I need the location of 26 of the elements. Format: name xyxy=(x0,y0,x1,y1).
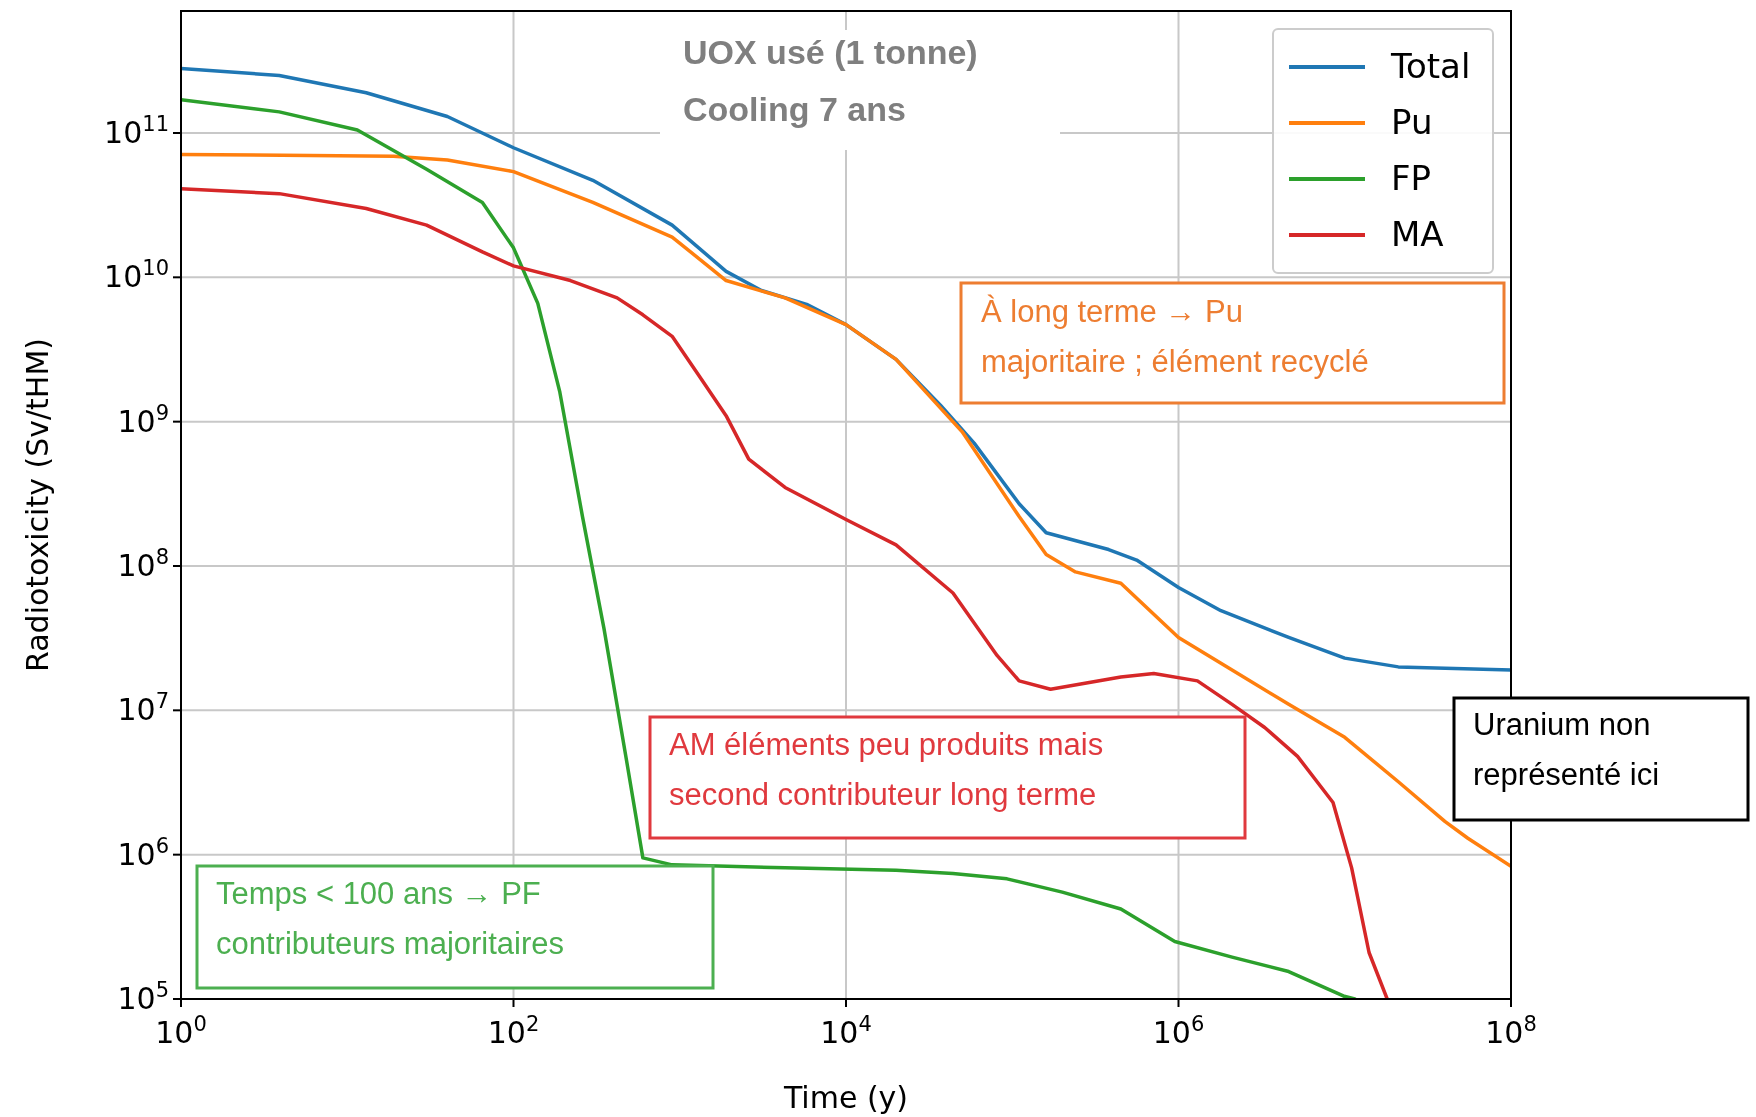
y-axis-title: Radiotoxicity (Sv/tHM) xyxy=(20,338,55,672)
legend-label: Pu xyxy=(1391,102,1433,142)
y-tick-label: 10$^{7}$ xyxy=(117,689,169,728)
y-tick-label: 10$^{9}$ xyxy=(117,400,169,439)
x-tick-label: 10$^{4}$ xyxy=(820,1012,872,1050)
y-tick-label: 10$^{10}$ xyxy=(104,256,169,295)
legend-label: FP xyxy=(1391,158,1432,198)
legend-label: MA xyxy=(1391,214,1444,254)
annotation: Uranium non représenté ici xyxy=(1473,707,1660,792)
y-tick-label: 10$^{6}$ xyxy=(117,833,169,872)
y-tick-label: 10$^{8}$ xyxy=(117,544,169,583)
callout-box: AM éléments peu produits mais second contributeur long terme xyxy=(648,715,1247,840)
callout-box: À long terme → Pu majoritaire ; élément recyclé xyxy=(959,281,1506,405)
legend-label: Total xyxy=(1390,46,1471,86)
heading-label: UOX usé (1 tonne) Cooling 7 ans xyxy=(660,30,1060,150)
y-tick-label: 10$^{11}$ xyxy=(104,111,169,150)
callout-box: Uranium non représenté ici xyxy=(1452,696,1750,822)
annotation: AM éléments peu produits mais second contributeur long terme xyxy=(669,727,1104,812)
x-tick-label: 10$^{8}$ xyxy=(1485,1012,1537,1050)
x-tick-label: 10$^{2}$ xyxy=(487,1012,540,1050)
annotation: UOX usé (1 tonne) Cooling 7 ans xyxy=(683,33,978,128)
annotation: À long terme → Pu majoritaire ; élément recyclé xyxy=(981,294,1369,379)
annotation: Temps < 100 ans → PF contributeurs majoritaires xyxy=(216,876,565,961)
x-axis-title: Time (y) xyxy=(782,1080,909,1115)
callout-box: Temps < 100 ans → PF contributeurs majoritaires xyxy=(195,864,715,990)
x-tick-label: 10$^{6}$ xyxy=(1152,1012,1205,1050)
